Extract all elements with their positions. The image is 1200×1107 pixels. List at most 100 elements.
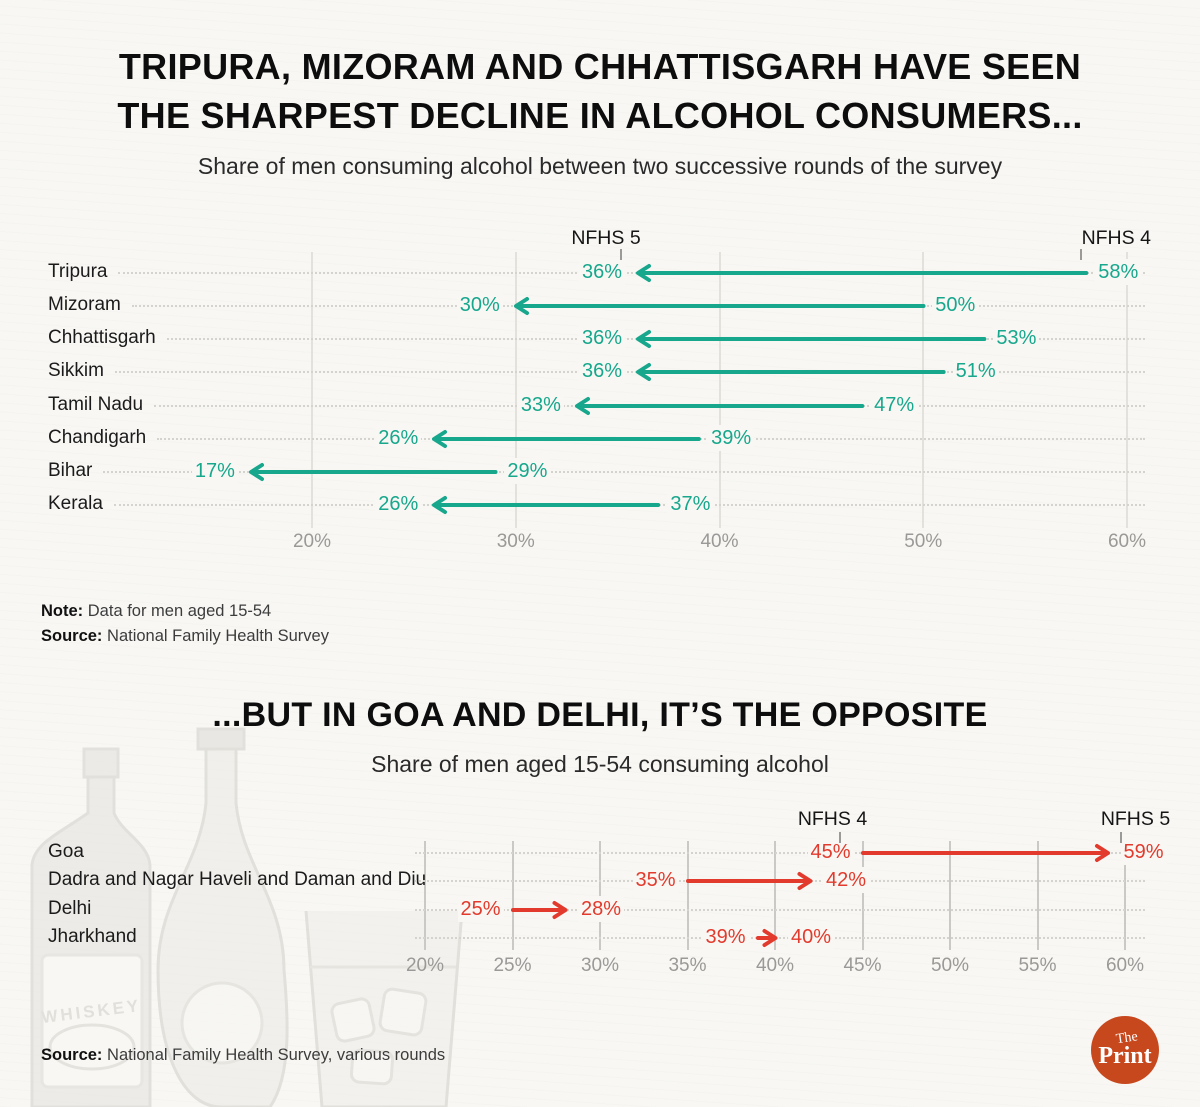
axis-tick-label: 60%	[1105, 955, 1145, 976]
value-end-label: 28%	[578, 895, 625, 922]
source-text: National Family Health Survey	[107, 627, 329, 645]
gridline	[514, 252, 517, 528]
value-end-label: 36%	[578, 325, 625, 352]
gridline	[599, 841, 601, 950]
chart1-note: Note: Data for men aged 15-54	[41, 602, 271, 621]
leader-line	[415, 937, 1145, 940]
value-end-label: 36%	[578, 358, 625, 385]
axis-tick-label: 50%	[904, 531, 943, 552]
note-text: Data for men aged 15-54	[87, 602, 272, 620]
row-label: Chandigarh	[48, 426, 147, 448]
value-end-label: 26%	[375, 424, 422, 451]
value-end-label: 26%	[375, 491, 422, 518]
series-header-tick	[838, 832, 841, 843]
axis-tick-label: 40%	[700, 531, 739, 552]
row-label: Goa	[48, 841, 84, 862]
row-label: Chhattisgarh	[48, 327, 156, 349]
logo-the: The	[1115, 1029, 1139, 1048]
row-label: Delhi	[48, 897, 92, 919]
footer-source-text: National Family Health Survey, various r…	[107, 1046, 446, 1064]
series-header: NFHS 4	[1081, 227, 1151, 249]
axis-tick-label: 45%	[843, 955, 882, 976]
trend-arrow	[636, 264, 1089, 282]
leader-line	[118, 272, 1145, 274]
trend-arrow	[510, 900, 567, 919]
section1-title-line2: THE SHARPEST DECLINE IN ALCOHOL CONSUMER…	[117, 95, 1083, 136]
gridline	[949, 841, 951, 950]
axis-tick-label: 40%	[755, 955, 795, 976]
gridline	[686, 841, 689, 950]
gridline	[424, 841, 426, 950]
value-end-label: 17%	[191, 457, 238, 484]
series-header-tick	[1080, 249, 1083, 260]
gridline	[922, 252, 925, 528]
footer-source-label: Source:	[41, 1046, 103, 1064]
value-start-label: 47%	[871, 391, 918, 418]
gridline	[861, 841, 864, 950]
row-label: Mizoram	[48, 294, 121, 316]
row-label: Sikkim	[48, 360, 104, 382]
value-end-label: 42%	[823, 867, 870, 894]
value-start-label: 25%	[457, 895, 504, 922]
value-start-label: 51%	[952, 358, 999, 385]
leader-line	[415, 852, 1145, 854]
value-start-label: 29%	[504, 457, 551, 484]
value-end-label: 30%	[456, 292, 503, 319]
value-start-label: 53%	[993, 325, 1040, 352]
chart1-source: Source: National Family Health Survey	[41, 627, 329, 646]
gridline	[1126, 252, 1128, 528]
axis-tick-label: 60%	[1107, 531, 1147, 552]
value-end-label: 33%	[517, 391, 564, 418]
row-label: Dadra and Nagar Haveli and Daman and Diu	[48, 869, 427, 891]
gridline	[1124, 841, 1126, 950]
trend-arrow	[636, 330, 987, 349]
theprint-logo: The Print	[1091, 1016, 1159, 1084]
note-label: Note:	[41, 602, 84, 620]
value-end-label: 36%	[578, 259, 625, 285]
gridline	[511, 841, 514, 950]
gridline	[311, 252, 313, 528]
gridline	[774, 841, 776, 950]
axis-tick-label: 20%	[292, 531, 332, 552]
axis-tick-label: 55%	[1018, 955, 1057, 976]
logo-print: Print	[1098, 1043, 1152, 1069]
series-header: NFHS 4	[797, 808, 868, 830]
value-start-label: 37%	[667, 491, 714, 518]
value-start-label: 58%	[1095, 259, 1142, 285]
leader-line	[103, 470, 1145, 473]
row-label: Tripura	[48, 261, 108, 282]
trend-arrow	[432, 496, 661, 515]
source-label: Source:	[41, 627, 103, 645]
value-start-label: 35%	[632, 867, 679, 894]
section1-subtitle: Share of men consuming alcohol between t…	[197, 153, 1003, 179]
trend-arrow	[513, 297, 926, 316]
value-start-label: 45%	[807, 839, 854, 865]
trend-arrow	[248, 462, 498, 481]
gridline	[1036, 841, 1039, 950]
axis-tick-label: 50%	[930, 955, 970, 976]
axis-tick-label: 30%	[580, 955, 620, 976]
trend-arrow	[432, 429, 702, 448]
section2-title: ...BUT IN GOA AND DELHI, IT’S THE OPPOSI…	[212, 696, 988, 734]
row-label: Tamil Nadu	[48, 393, 144, 415]
footer-source: Source: National Family Health Survey, v…	[41, 1046, 445, 1065]
value-end-label: 59%	[1120, 839, 1167, 865]
axis-tick-label: 35%	[668, 955, 707, 976]
axis-tick-label: 20%	[405, 955, 445, 976]
value-end-label: 40%	[788, 924, 835, 951]
row-label: Bihar	[48, 459, 93, 481]
trend-arrow	[860, 844, 1110, 862]
trend-arrow	[636, 363, 946, 382]
value-start-label: 39%	[702, 924, 749, 951]
gridline	[718, 252, 721, 528]
series-header: NFHS 5	[1100, 808, 1171, 830]
row-label: Kerala	[48, 493, 103, 515]
trend-arrow	[574, 396, 865, 415]
series-header: NFHS 5	[571, 227, 641, 249]
section1-title-line1: TRIPURA, MIZORAM AND CHHATTISGARH HAVE S…	[118, 46, 1082, 87]
section2-subtitle: Share of men aged 15-54 consuming alcoho…	[371, 751, 829, 777]
trend-arrow	[755, 929, 777, 948]
